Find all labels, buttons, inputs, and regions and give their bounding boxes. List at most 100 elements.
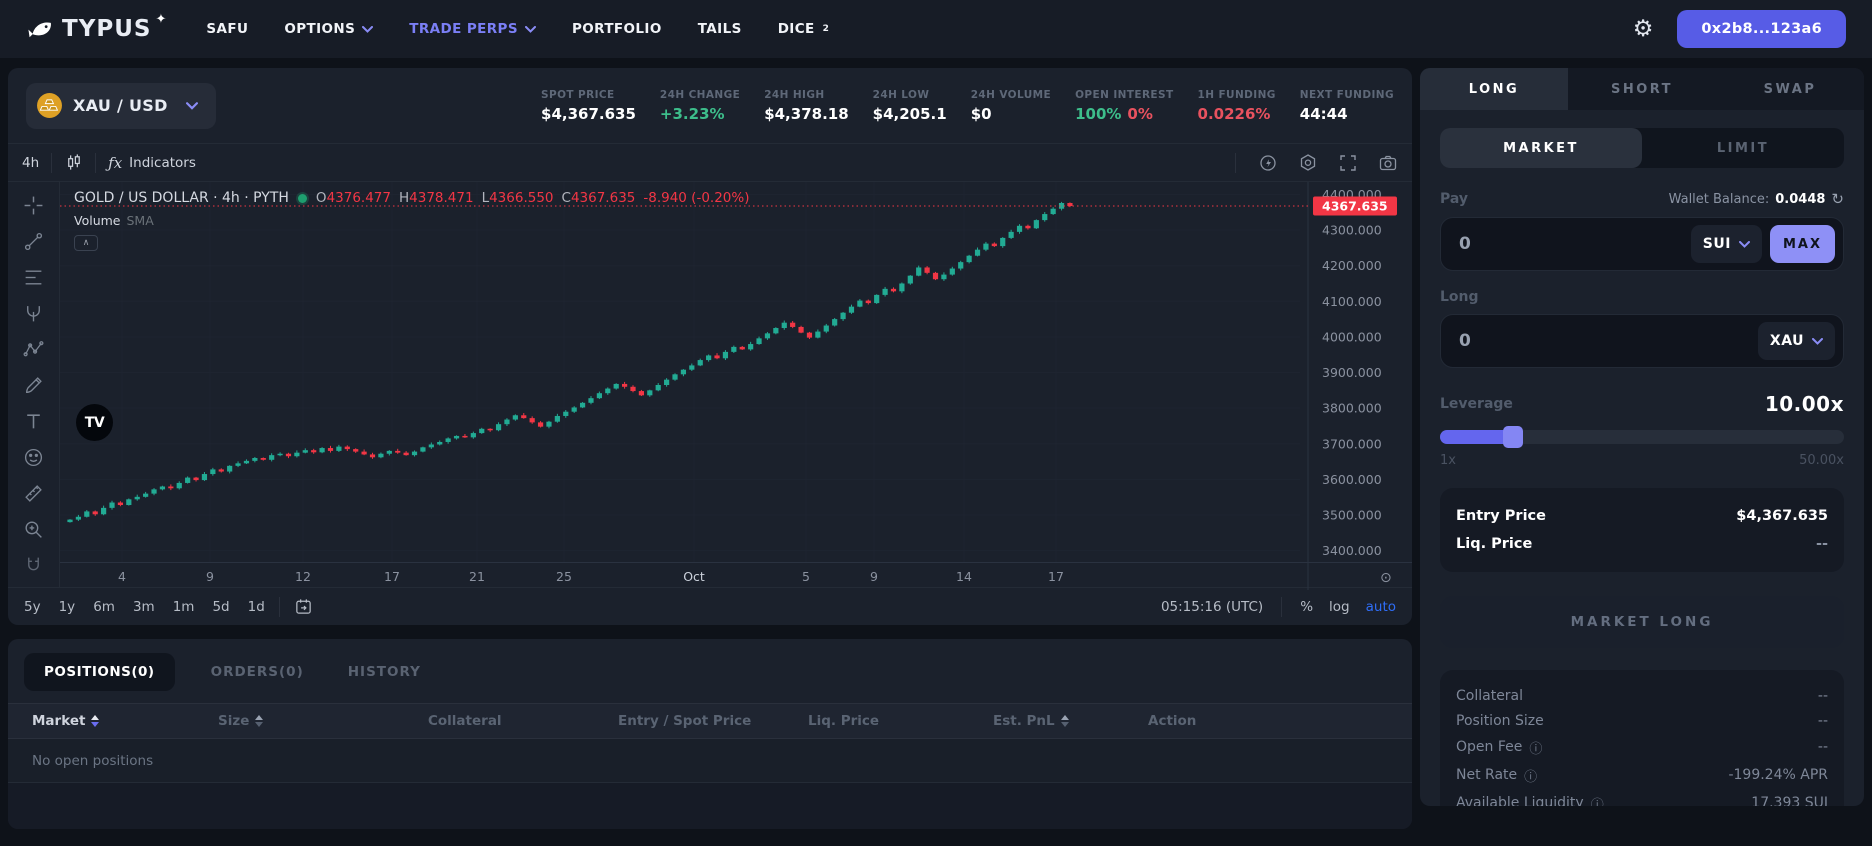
info-icon[interactable]: ⓘ bbox=[1529, 741, 1543, 757]
collapse-pane-button[interactable]: ∧ bbox=[74, 235, 98, 252]
gold-coin-icon bbox=[36, 92, 63, 119]
text-tool-icon[interactable] bbox=[19, 408, 49, 434]
column-liq-price: Liq. Price bbox=[808, 713, 880, 729]
long-label: Long bbox=[1440, 289, 1479, 305]
tradingview-logo[interactable]: TV bbox=[76, 404, 113, 441]
timezone-clock[interactable]: 05:15:16 (UTC) bbox=[1160, 598, 1264, 615]
available-liquidity-row: Available Liquidity ⓘ 17.393 SUI bbox=[1456, 789, 1828, 806]
leverage-value: 10.00x bbox=[1764, 392, 1844, 416]
svg-text:17: 17 bbox=[384, 569, 400, 584]
nav-item-options[interactable]: OPTIONS bbox=[284, 21, 374, 37]
pay-label: Pay bbox=[1440, 191, 1469, 207]
tab-history[interactable]: HISTORY bbox=[347, 664, 421, 680]
svg-text:12: 12 bbox=[295, 569, 311, 584]
positions-panel: POSITIONS(0) ORDERS(0) HISTORY Market Si… bbox=[8, 639, 1412, 829]
nav-item-portfolio[interactable]: PORTFOLIO bbox=[571, 21, 662, 37]
trend-line-icon[interactable] bbox=[19, 228, 49, 254]
typus-logo[interactable]: TYPUS ✦ bbox=[26, 12, 167, 44]
tab-swap[interactable]: SWAP bbox=[1763, 81, 1817, 97]
tf-3m[interactable]: 3m bbox=[132, 598, 155, 615]
chart-bottom-toolbar: 5y 1y 6m 3m 1m 5d 1d 05:15:16 (UTC) bbox=[8, 587, 1412, 625]
info-icon[interactable]: ⓘ bbox=[1524, 769, 1538, 785]
candle-style-button[interactable] bbox=[64, 153, 83, 172]
chart-plot[interactable]: 3400.000 3500.000 3600.000 3700.000 3800.000… bbox=[60, 182, 1412, 590]
tf-1d[interactable]: 1d bbox=[247, 598, 265, 615]
positions-table-body bbox=[8, 783, 1412, 829]
svg-text:3500.000: 3500.000 bbox=[1322, 507, 1382, 522]
pay-amount-input[interactable] bbox=[1457, 233, 1691, 255]
nav-item-safu[interactable]: SAFU bbox=[206, 21, 249, 37]
tf-6m[interactable]: 6m bbox=[93, 598, 115, 615]
svg-text:9: 9 bbox=[870, 569, 878, 584]
column-entry-spot-price: Entry / Spot Price bbox=[618, 713, 752, 729]
chevron-down-icon bbox=[524, 25, 536, 33]
sparkle-icon: ✦ bbox=[155, 12, 167, 27]
stat-spot-price: SPOT PRICE $4,367.635 bbox=[541, 88, 636, 123]
market-long-button[interactable]: MARKET LONG bbox=[1440, 596, 1844, 648]
order-type-toggle: MARKET LIMIT bbox=[1440, 128, 1844, 168]
info-icon[interactable]: ⓘ bbox=[1590, 797, 1604, 807]
nav-item-tails[interactable]: TAILS bbox=[697, 21, 742, 37]
svg-text:Oct: Oct bbox=[683, 569, 705, 584]
fullscreen-icon[interactable] bbox=[1338, 153, 1358, 173]
fx-icon: ƒx bbox=[108, 153, 123, 172]
market-stats: SPOT PRICE $4,367.635 24H CHANGE +3.23% 24… bbox=[541, 89, 1394, 123]
tab-short[interactable]: SHORT bbox=[1610, 81, 1674, 97]
crosshair-icon[interactable] bbox=[19, 192, 49, 218]
chevron-down-icon bbox=[1738, 240, 1750, 248]
snapshot-camera-icon[interactable] bbox=[1378, 153, 1398, 173]
svg-text:9: 9 bbox=[206, 569, 214, 584]
tab-orders[interactable]: ORDERS(0) bbox=[210, 664, 304, 680]
measure-icon[interactable] bbox=[19, 480, 49, 506]
refresh-balance-icon[interactable]: ↻ bbox=[1831, 190, 1844, 208]
wallet-address-button[interactable]: 0x2b8...123a6 bbox=[1677, 10, 1846, 48]
interval-button[interactable]: 4h bbox=[22, 154, 40, 171]
long-token-select[interactable]: XAU bbox=[1757, 322, 1835, 360]
svg-text:4: 4 bbox=[118, 569, 126, 584]
tab-market[interactable]: MARKET bbox=[1440, 128, 1642, 168]
indicators-button[interactable]: ƒx Indicators bbox=[108, 153, 196, 172]
tab-positions[interactable]: POSITIONS(0) bbox=[24, 653, 175, 691]
column-market[interactable]: Market bbox=[32, 713, 218, 729]
tf-1y[interactable]: 1y bbox=[58, 598, 76, 615]
nav-item-trade-perps[interactable]: TRADE PERPS bbox=[409, 21, 536, 37]
auto-scale-button[interactable]: auto bbox=[1365, 598, 1396, 615]
tab-limit[interactable]: LIMIT bbox=[1716, 140, 1770, 156]
tf-5d[interactable]: 5d bbox=[212, 598, 230, 615]
column-est-pnl[interactable]: Est. PnL bbox=[993, 713, 1148, 729]
chevron-down-icon bbox=[1812, 337, 1823, 345]
leverage-slider-fill bbox=[1440, 430, 1513, 444]
svg-text:4000.000: 4000.000 bbox=[1322, 329, 1382, 344]
leverage-slider-thumb[interactable] bbox=[1502, 426, 1523, 448]
leverage-slider[interactable] bbox=[1440, 426, 1844, 448]
pay-token-select[interactable]: SUI bbox=[1690, 225, 1762, 263]
nav-item-dice[interactable]: DICE 2 bbox=[777, 21, 830, 37]
zoom-in-icon[interactable] bbox=[19, 516, 49, 542]
fib-retracement-icon[interactable] bbox=[19, 264, 49, 290]
collateral-row: Collateral -- bbox=[1456, 687, 1828, 704]
xabcd-pattern-icon[interactable] bbox=[19, 336, 49, 362]
tf-1m[interactable]: 1m bbox=[172, 598, 195, 615]
alert-icon[interactable] bbox=[1258, 153, 1278, 173]
fish-icon bbox=[26, 14, 56, 44]
go-to-date-calendar-icon[interactable] bbox=[294, 597, 313, 616]
settings-gear-icon[interactable]: ⚙ bbox=[1632, 15, 1654, 42]
leverage-label: Leverage bbox=[1440, 396, 1513, 412]
log-scale-button[interactable]: log bbox=[1329, 598, 1350, 615]
svg-text:3600.000: 3600.000 bbox=[1322, 472, 1382, 487]
stat-24h-change: 24H CHANGE +3.23% bbox=[659, 88, 741, 123]
market-pair-selector[interactable]: XAU / USD bbox=[26, 82, 216, 129]
pitchfork-icon[interactable] bbox=[19, 300, 49, 326]
tab-long[interactable]: LONG bbox=[1420, 68, 1568, 110]
svg-text:5: 5 bbox=[802, 569, 810, 584]
brush-icon[interactable] bbox=[19, 372, 49, 398]
emoji-tool-icon[interactable] bbox=[19, 444, 49, 470]
magnet-icon[interactable] bbox=[19, 552, 49, 578]
long-amount-input[interactable] bbox=[1457, 330, 1758, 352]
chart-settings-icon[interactable] bbox=[1298, 153, 1318, 173]
max-button[interactable]: MAX bbox=[1769, 225, 1835, 263]
stat-24h-high: 24H HIGH $4,378.18 bbox=[764, 88, 849, 123]
percent-scale-button[interactable]: % bbox=[1300, 598, 1314, 615]
column-size[interactable]: Size bbox=[218, 713, 428, 729]
tf-5y[interactable]: 5y bbox=[24, 598, 41, 615]
